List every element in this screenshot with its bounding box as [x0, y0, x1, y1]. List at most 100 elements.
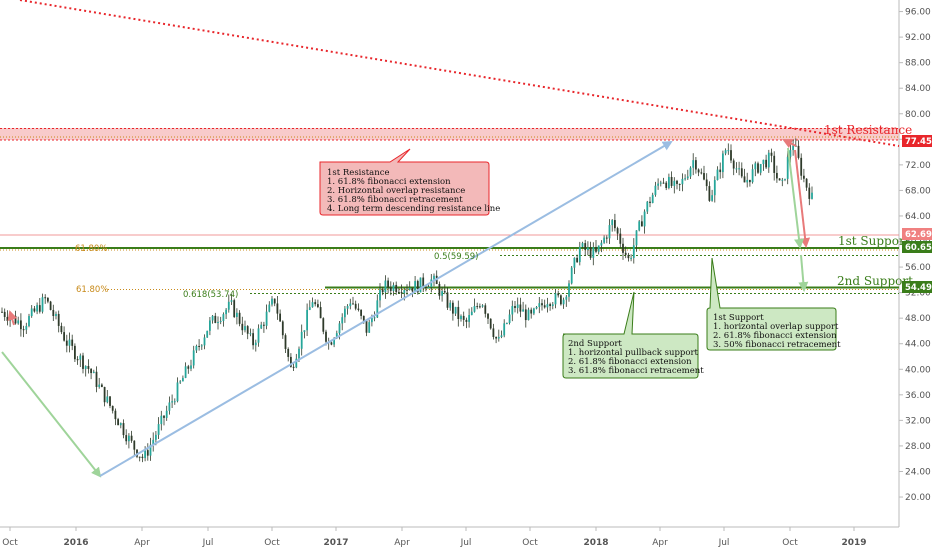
candle-body [705, 179, 708, 187]
resistance-callout-title: 1st Resistance [327, 168, 390, 178]
price-tags: 77.45 62.69 60.65 54.49 [902, 135, 932, 293]
candle-body [630, 257, 632, 259]
x-tick-label: Jul [202, 538, 214, 548]
swing-arrow-red-2015 [7, 310, 18, 326]
candle-body [443, 291, 446, 293]
candle-body [265, 311, 268, 326]
candle-body [179, 381, 182, 383]
candle-body [284, 335, 287, 349]
candle-body [17, 320, 20, 324]
candle-body [117, 419, 119, 426]
fib-0618-label: 0.618(53.74) [183, 290, 238, 300]
candle-body [381, 289, 384, 293]
candle-body [433, 275, 435, 280]
candle-body [49, 301, 52, 310]
candle-body [611, 220, 614, 226]
first-support-callout-box [706, 257, 837, 351]
candle-body [484, 305, 487, 314]
candle-body [187, 366, 190, 369]
candle-body [157, 424, 160, 435]
candle-body [198, 345, 200, 347]
candle-body [136, 449, 138, 457]
candle-body [9, 317, 11, 321]
y-tick-label: 84.00 [905, 84, 931, 94]
candle-body [217, 321, 219, 323]
candle-body [101, 384, 103, 387]
candle-body [173, 401, 176, 403]
tag-first-support-bg [902, 241, 932, 253]
candle-body [419, 277, 422, 293]
y-tick-label: 56.00 [905, 263, 931, 273]
candle-body [568, 283, 570, 297]
tag-second-support-bg [902, 281, 932, 293]
candle-body [114, 410, 117, 420]
first-support-label: 1st Support [838, 234, 910, 248]
resistance-callout-line-1: 1. 61.8% fibonacci extension [327, 177, 451, 187]
candle-body [22, 329, 25, 331]
candle-body [260, 324, 263, 329]
candle-body [416, 281, 419, 293]
candle-body [662, 182, 665, 184]
x-tick-label: Apr [134, 538, 150, 548]
candle-body [279, 313, 281, 322]
swing-arrow-red-down [794, 149, 811, 248]
fib-618-lower-label: 61.80% [76, 285, 108, 295]
swing-arrow-green-2015 [1, 351, 102, 478]
candle-body [98, 384, 101, 387]
candle-body [71, 339, 74, 346]
candle-body [109, 396, 111, 406]
fib-05-label: 0.5(59.59) [434, 252, 478, 262]
candle-body [465, 319, 468, 322]
candle-body [457, 306, 460, 320]
first-support-callout-title: 1st Support [713, 313, 764, 323]
candle-body [349, 303, 352, 307]
candle-body [233, 300, 236, 318]
candle-body [425, 287, 427, 289]
first-support-callout-line-1: 1. horizontal overlap support [713, 322, 839, 332]
second-support-callout-line-3: 3. 61.8% fibonacci retracement [568, 366, 704, 376]
candle-body [503, 323, 506, 336]
candle-body [352, 303, 354, 305]
candle-body [300, 331, 303, 349]
candle-body [581, 243, 584, 247]
candle-body [746, 179, 749, 183]
candle-body [578, 246, 581, 263]
candle-body [41, 297, 44, 312]
resistance-callout-box [319, 148, 490, 216]
candle-body [497, 336, 500, 339]
y-tick-label: 44.00 [905, 340, 931, 350]
candle-body [190, 365, 192, 369]
tag-last-price-bg [902, 228, 932, 240]
tag-last-price: 62.69 [905, 230, 932, 240]
candle-body [473, 306, 476, 312]
candle-body [759, 164, 762, 173]
x-tick-label: Jul [460, 538, 472, 548]
candle-body [406, 289, 408, 291]
candle-body [387, 280, 389, 288]
candle-body [176, 382, 179, 402]
candle-body [360, 309, 362, 316]
candle-body [519, 304, 522, 312]
candle-body [384, 280, 387, 293]
candle-body [770, 152, 773, 156]
x-tick-label: 2018 [583, 538, 608, 548]
y-tick-label: 40.00 [905, 365, 931, 375]
candle-body [765, 159, 767, 168]
y-tick-label: 28.00 [905, 442, 931, 452]
candle-body [55, 313, 57, 317]
candle-body [371, 317, 373, 323]
candle-body [692, 160, 695, 168]
candle-body [65, 340, 68, 346]
candle-body [778, 178, 781, 181]
candle-body [74, 345, 76, 360]
candle-body [60, 325, 63, 333]
candle-body [530, 309, 533, 314]
candle-body [446, 292, 449, 308]
x-tick-label: 2019 [841, 538, 866, 548]
candle-body [257, 328, 260, 343]
candle-body [500, 335, 503, 337]
x-tick-label: Apr [394, 538, 410, 548]
candle-body [506, 322, 508, 324]
candle-body [708, 186, 711, 201]
